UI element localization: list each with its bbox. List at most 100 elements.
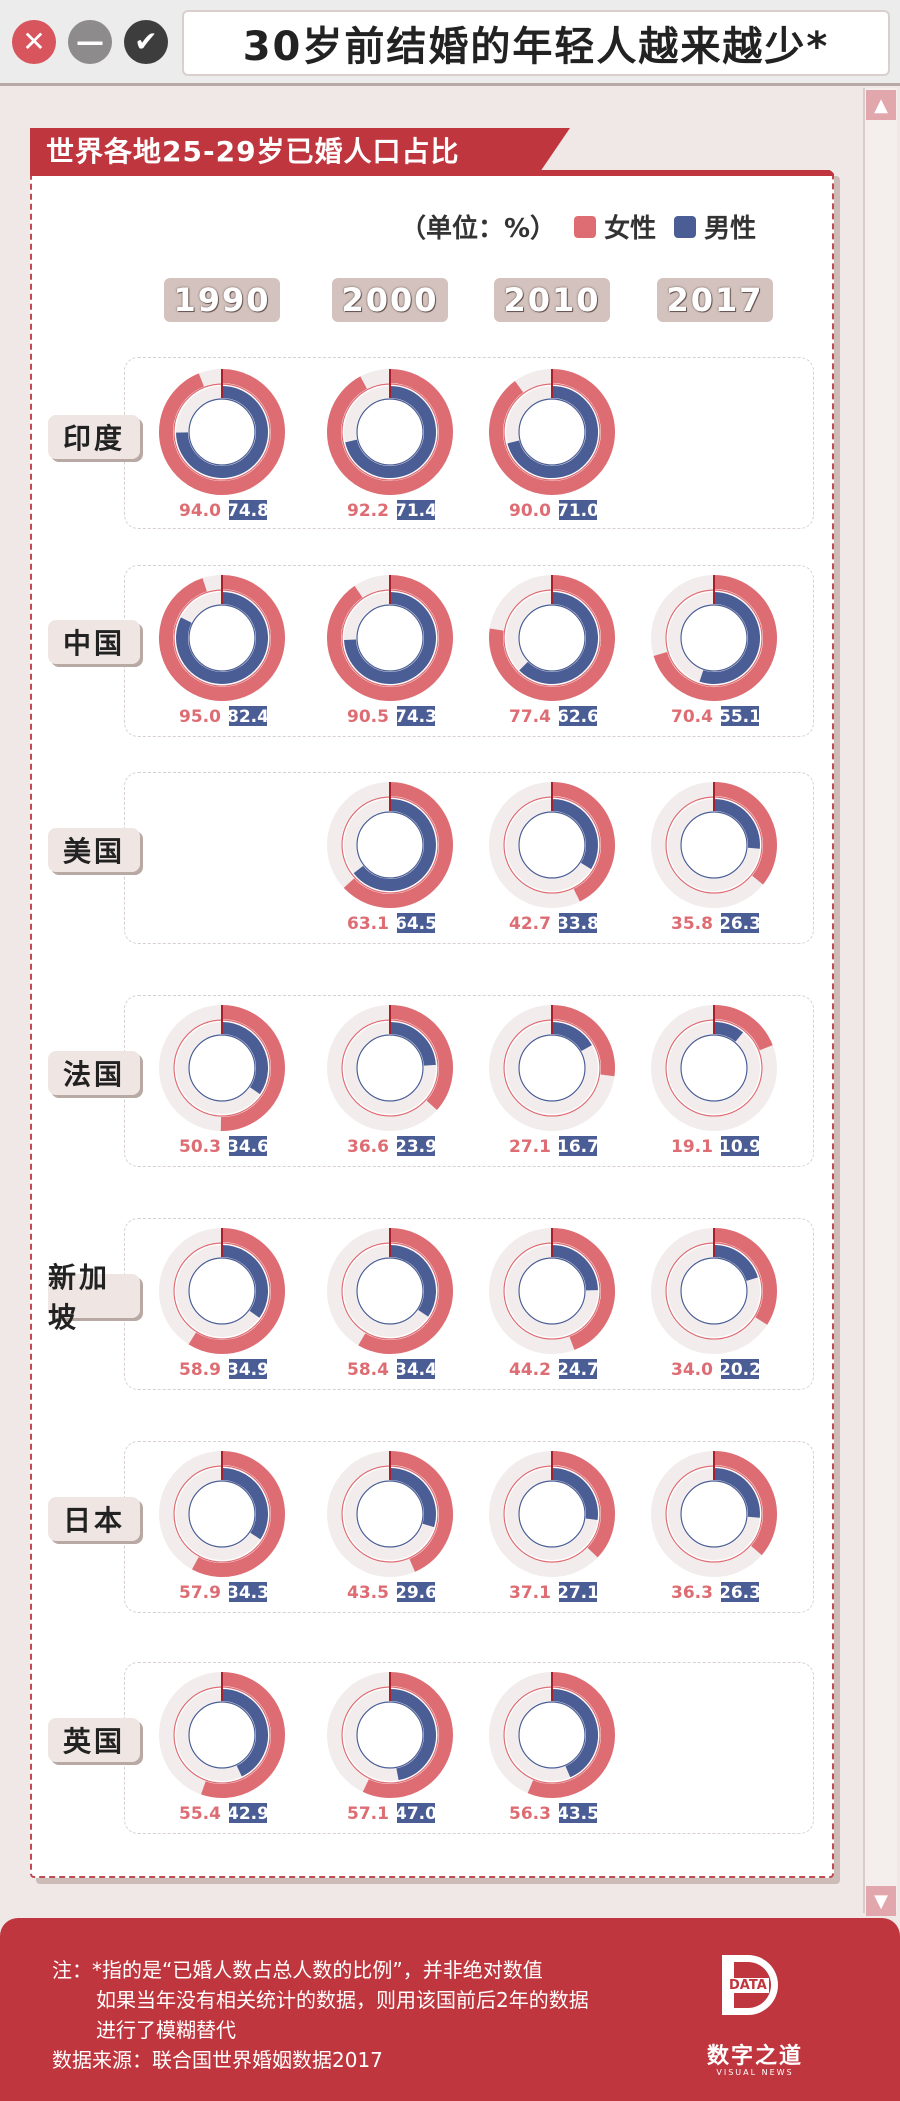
donut-r2-c2-male-value: 33.8 <box>557 914 599 934</box>
panel-header-tail <box>540 128 570 172</box>
donut-r6-c1-male-value: 47.0 <box>395 1804 437 1824</box>
donut-r4-c0-male-value-bg <box>229 1359 267 1379</box>
donut-r4-c1-female-value: 58.4 <box>347 1360 389 1380</box>
donut-r6-c2-female-value: 56.3 <box>509 1804 551 1824</box>
footer-note-2: 如果当年没有相关统计的数据，则用该国前后2年的数据 <box>96 1988 589 2012</box>
donut-r2-c2-male-value-bg <box>559 913 597 933</box>
donut-r4-c1-male-outline <box>356 1257 424 1325</box>
donut-r5-c3-male-arc <box>713 1468 760 1518</box>
donut-r4-c3-male-value-bg <box>721 1359 759 1379</box>
donut-r3-c3-male-value-bg <box>721 1136 759 1156</box>
donut-r1-c2-male-outline <box>518 604 586 672</box>
donut-r4-c2-male-value: 24.7 <box>557 1360 599 1380</box>
donut-r2-c1-male-arc <box>353 799 436 891</box>
donut-r0-c0-female-arc <box>159 369 285 495</box>
scrollbar-track[interactable] <box>863 88 897 1913</box>
donut-r0-c1-male-value-bg <box>397 500 435 520</box>
donut-r6-c2-male-value-bg <box>559 1803 597 1823</box>
country-label-singapore: 新加坡 <box>48 1261 140 1334</box>
donut-r5-c1-male-arc <box>389 1468 436 1528</box>
donut-r6-c0-female-value: 55.4 <box>179 1804 221 1824</box>
donut-r1-c2-male-value: 62.6 <box>557 707 599 727</box>
donut-r1-c1-female-value: 90.5 <box>347 707 389 727</box>
donut-r5-c3-female-value: 36.3 <box>671 1583 713 1603</box>
donut-r0-c0-female-outline <box>173 383 271 481</box>
donut-r5-c2-female-value: 37.1 <box>509 1583 551 1603</box>
donut-r6-c1-male-outline <box>356 1701 424 1769</box>
donut-r3-c1-male-outline <box>356 1034 424 1102</box>
donut-r1-c2-male-arc <box>519 592 598 684</box>
donut-r3-c0-male-value-bg <box>229 1136 267 1156</box>
donut-r0-c0-male-value: 74.8 <box>227 501 269 521</box>
donut-r6-c2-male-value: 43.5 <box>557 1804 599 1824</box>
country-label-usa: 美国 <box>48 828 140 872</box>
donut-r0-c1-female-outline <box>341 383 439 481</box>
donut-r0-c0-male-value-bg <box>229 500 267 520</box>
donut-r0-c2-female-value: 90.0 <box>509 501 551 521</box>
panel-header-bar <box>30 170 834 176</box>
donut-r3-c1-male-arc <box>389 1022 436 1066</box>
donut-r4-c3-male-outline <box>680 1257 748 1325</box>
donut-r2-c1-female-arc <box>343 782 453 908</box>
donut-r2-c1-male-value-bg <box>397 913 435 933</box>
scroll-down-icon[interactable]: ▼ <box>866 1886 896 1916</box>
chart-title: 世界各地25-29岁已婚人口占比 <box>30 128 540 172</box>
donut-r1-c0-male-value: 82.4 <box>227 707 269 727</box>
legend-male-label: 男性 <box>704 214 757 244</box>
donut-r6-c0-male-arc <box>221 1689 268 1777</box>
donut-r3-c3-female-value: 19.1 <box>671 1137 713 1157</box>
donut-r6-c1-male-arc <box>389 1689 436 1781</box>
donut-r3-c2-male-arc <box>551 1022 592 1052</box>
logo-data-text: DATA <box>727 1978 769 1993</box>
donut-r3-c3-male-value: 10.9 <box>719 1137 761 1157</box>
donut-r1-c0-female-arc <box>159 575 285 701</box>
donut-r5-c1-female-arc <box>389 1451 453 1572</box>
close-icon[interactable]: ✕ <box>12 20 56 64</box>
donut-r4-c2-female-value: 44.2 <box>509 1360 551 1380</box>
scroll-up-icon[interactable]: ▲ <box>866 90 896 120</box>
donut-r4-c0-male-value: 34.9 <box>227 1360 269 1380</box>
donut-r4-c3-female-value: 34.0 <box>671 1360 713 1380</box>
country-label-japan: 日本 <box>48 1497 140 1541</box>
donut-r5-c1-male-outline <box>356 1480 424 1548</box>
year-header-2017: 2017 <box>657 278 773 322</box>
donut-r1-c3-male-outline <box>680 604 748 672</box>
donut-r5-c3-male-value-bg <box>721 1582 759 1602</box>
footer-note-1: 注：*指的是“已婚人数占总人数的比例”，并非绝对数值 <box>52 1958 543 1982</box>
donut-r1-c1-male-value: 74.3 <box>395 707 437 727</box>
donut-r2-c1-male-value: 64.5 <box>395 914 437 934</box>
donut-r4-c2-male-outline <box>518 1257 586 1325</box>
donut-r3-c1-male-value: 23.9 <box>395 1137 437 1157</box>
donut-r2-c3-male-arc <box>713 799 760 849</box>
minimize-icon[interactable]: — <box>68 20 112 64</box>
donut-r5-c2-male-value: 27.1 <box>557 1583 599 1603</box>
donut-r6-c1-female-value: 57.1 <box>347 1804 389 1824</box>
donut-r1-c2-male-value-bg <box>559 706 597 726</box>
donut-r2-c2-male-outline <box>518 811 586 879</box>
donut-r1-c1-male-arc <box>344 592 436 684</box>
donut-r5-c0-female-arc <box>192 1451 285 1577</box>
country-label-india: 印度 <box>48 415 140 459</box>
donut-r2-c1-female-value: 63.1 <box>347 914 389 934</box>
donut-r4-c0-male-arc <box>221 1245 268 1318</box>
donut-r3-c3-male-outline <box>680 1034 748 1102</box>
donut-r1-c0-male-value-bg <box>229 706 267 726</box>
donut-r3-c3-female-arc <box>713 1005 773 1051</box>
year-header-2010: 2010 <box>494 278 610 322</box>
donut-r3-c1-female-value: 36.6 <box>347 1137 389 1157</box>
donut-r3-c0-male-arc <box>221 1022 268 1095</box>
donut-r6-c0-male-outline <box>188 1701 256 1769</box>
donut-r2-c3-male-value: 26.3 <box>719 914 761 934</box>
donut-r5-c1-male-value-bg <box>397 1582 435 1602</box>
donut-r1-c2-female-arc <box>489 575 615 701</box>
donut-r4-c2-female-arc <box>551 1228 615 1350</box>
legend-female-label: 女性 <box>604 214 657 244</box>
donut-r5-c2-male-outline <box>518 1480 586 1548</box>
donut-r0-c1-female-value: 92.2 <box>347 501 389 521</box>
donut-r1-c1-male-outline <box>356 604 424 672</box>
donut-r1-c3-male-arc <box>699 592 760 684</box>
donut-r1-c3-male-value: 55.1 <box>719 707 761 727</box>
check-icon[interactable]: ✔ <box>124 20 168 64</box>
donut-r1-c0-male-outline <box>188 604 256 672</box>
donut-r2-c2-female-value: 42.7 <box>509 914 551 934</box>
